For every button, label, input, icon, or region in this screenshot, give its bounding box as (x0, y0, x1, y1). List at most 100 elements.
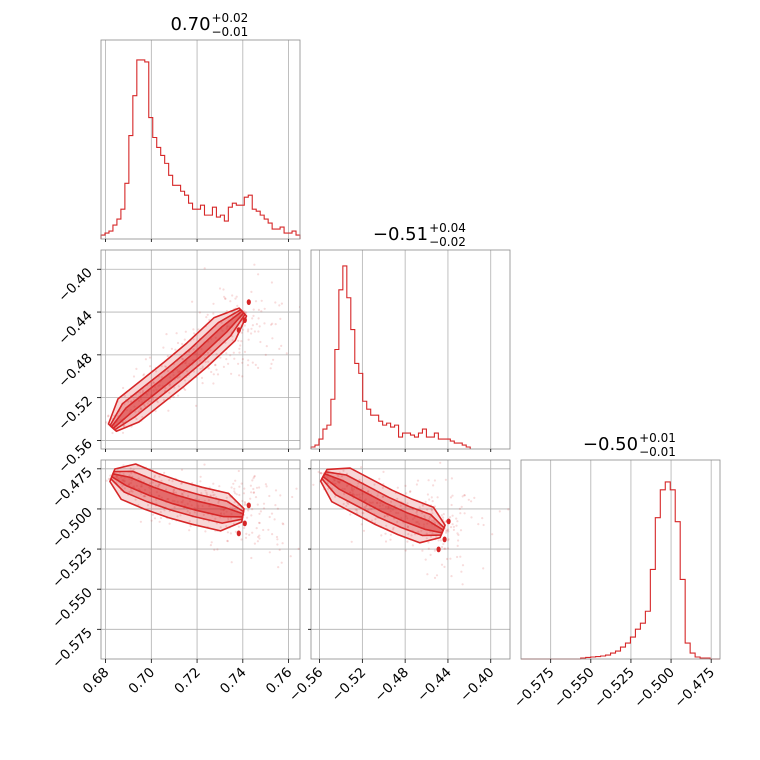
scatter-point (220, 321, 223, 324)
scatter-point (392, 526, 395, 529)
scatter-point (482, 567, 485, 570)
scatter-point (193, 511, 196, 514)
scatter-point (364, 498, 367, 501)
scatter-point (188, 511, 191, 515)
scatter-point (452, 525, 455, 529)
scatter-point (205, 491, 208, 494)
scatter-point (184, 388, 187, 391)
contour-level-2 (110, 470, 245, 524)
scatter-point (407, 526, 410, 529)
scatter-point (230, 512, 233, 516)
contour-island (246, 299, 251, 306)
scatter-point (144, 488, 147, 491)
scatter-point (225, 496, 228, 499)
scatter-point (129, 467, 132, 470)
scatter-point (350, 488, 353, 491)
scatter-point (320, 472, 323, 475)
scatter-point (260, 299, 263, 302)
scatter-point (247, 359, 250, 362)
scatter-point (122, 464, 125, 467)
scatter-point (105, 421, 108, 424)
x-tick-label: −0.44 (414, 665, 455, 706)
scatter-point (463, 494, 466, 497)
scatter-point (168, 522, 171, 525)
scatter-point (249, 484, 252, 487)
panel-frame (100, 459, 301, 660)
scatter-point (443, 547, 446, 550)
scatter-point (270, 323, 273, 326)
scatter-point (224, 297, 227, 300)
scatter-point (252, 491, 255, 494)
scatter-point (218, 287, 222, 290)
scatter-point (370, 501, 373, 504)
scatter-point (137, 477, 140, 480)
x-tick-label: 0.70 (126, 665, 159, 698)
scatter-point (415, 483, 418, 486)
y-tick-label: −0.575 (49, 625, 96, 672)
scatter-point (165, 333, 168, 336)
scatter-point (225, 510, 228, 513)
panel-background (521, 460, 720, 659)
scatter-point (123, 424, 126, 427)
scatter-point (172, 491, 175, 494)
scatter-point (204, 530, 207, 533)
scatter-point (173, 386, 176, 389)
x-tick-label: −0.40 (457, 665, 498, 706)
scatter-point (463, 494, 466, 497)
scatter-point (470, 500, 473, 503)
scatter-point (148, 486, 151, 489)
scatter-point (433, 549, 436, 552)
scatter-point (177, 376, 180, 379)
scatter-point (210, 338, 213, 341)
panel-2-0 (101, 460, 300, 659)
panel-content (105, 263, 300, 435)
scatter-point (442, 513, 445, 516)
scatter-point (149, 482, 152, 485)
scatter-point (416, 479, 420, 482)
scatter-point (192, 328, 195, 331)
scatter-point (226, 325, 229, 329)
scatter-point (387, 507, 390, 510)
y-tick-label: −0.48 (55, 350, 96, 391)
scatter-point (459, 512, 462, 515)
scatter-point (237, 339, 240, 342)
scatter-point (279, 494, 282, 497)
scatter-point (418, 506, 421, 509)
scatter-point (447, 538, 450, 541)
scatter-point (255, 323, 258, 326)
scatter-point (120, 476, 123, 479)
scatter-point (205, 316, 208, 319)
scatter-point (439, 539, 442, 542)
scatter-point (251, 361, 254, 364)
scatter-point (459, 555, 462, 558)
scatter-point (176, 341, 180, 345)
scatter-point (274, 301, 277, 304)
scatter-point (244, 502, 247, 505)
scatter-point (277, 566, 280, 569)
x-tick-label: 0.74 (217, 665, 250, 698)
scatter-point (222, 288, 225, 291)
scatter-point (180, 482, 184, 485)
scatter-point (207, 367, 210, 370)
scatter-point (214, 336, 217, 339)
scatter-point (234, 479, 237, 482)
scatter-point (422, 523, 425, 526)
histogram-1 (310, 265, 471, 449)
scatter-point (452, 528, 455, 532)
scatter-point (262, 528, 265, 532)
scatter-point (255, 486, 259, 489)
scatter-point (212, 482, 215, 485)
scatter-point (257, 273, 260, 276)
scatter-point (259, 340, 262, 344)
panel-title-2: −0.50 +0.01−0.01 (583, 431, 676, 459)
scatter-point (173, 500, 176, 503)
contour-level-3 (111, 473, 244, 518)
scatter-point (276, 538, 279, 541)
scatter-point (444, 547, 447, 550)
scatter-point (429, 515, 432, 519)
title-plus: +0.02 (212, 11, 249, 25)
scatter-point (392, 528, 395, 531)
scatter-point (243, 324, 246, 327)
scatter-point (409, 490, 412, 493)
scatter-point (183, 338, 186, 341)
